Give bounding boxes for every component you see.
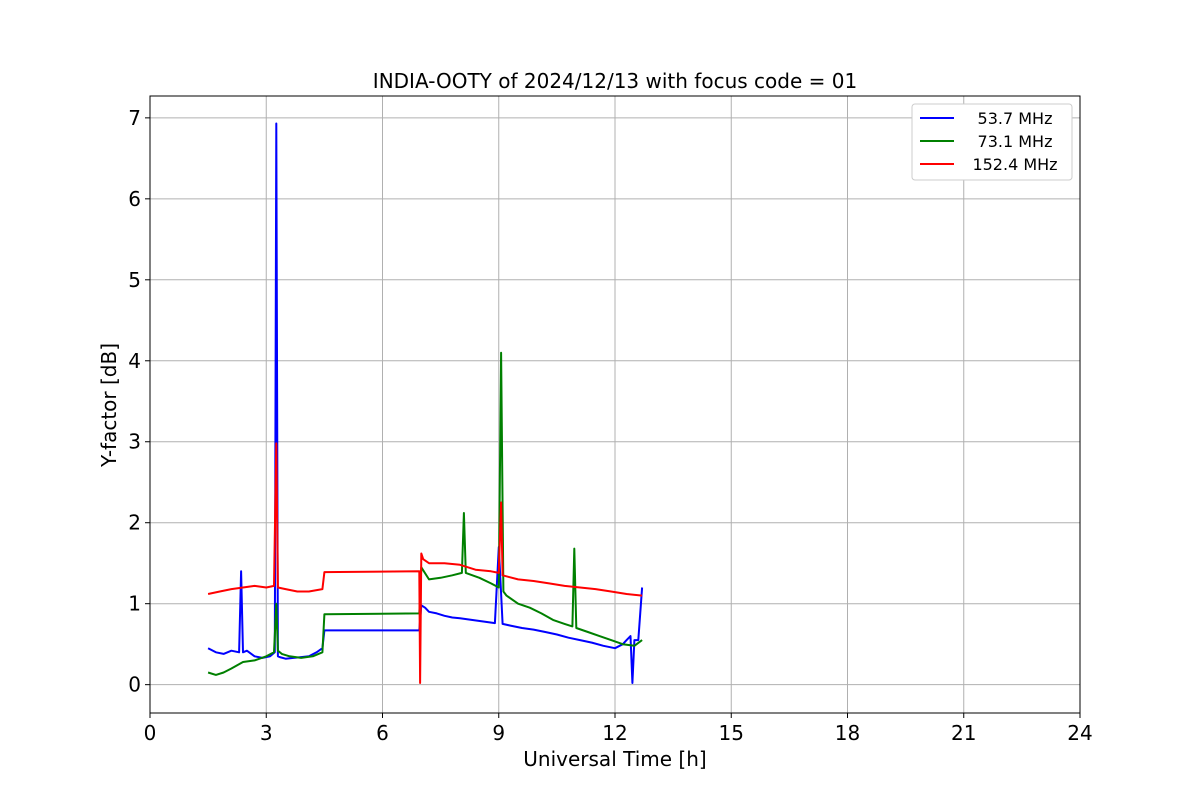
y-tick-label: 1 <box>128 592 141 616</box>
y-tick-label: 5 <box>128 268 141 292</box>
y-axis-label: Y-factor [dB] <box>97 343 121 468</box>
y-tick-label: 7 <box>128 106 141 130</box>
series-line-53-7-mhz <box>207 122 644 684</box>
x-tick-label: 0 <box>144 721 157 745</box>
series-line-73-1-mhz <box>207 351 643 676</box>
y-tick-label: 0 <box>128 673 141 697</box>
legend-label: 53.7 MHz <box>978 109 1053 128</box>
x-tick-label: 3 <box>260 721 273 745</box>
y-tick-label: 2 <box>128 511 141 535</box>
x-tick-label: 15 <box>719 721 744 745</box>
legend-label: 152.4 MHz <box>972 155 1057 174</box>
x-tick-label: 12 <box>602 721 627 745</box>
series-layer <box>207 122 644 684</box>
legend: 53.7 MHz 73.1 MHz 152.4 MHz <box>911 103 1073 181</box>
y-tick-label: 3 <box>128 430 141 454</box>
y-tick-label: 4 <box>128 349 141 373</box>
legend-box <box>911 103 1073 181</box>
x-tick-label: 18 <box>835 721 860 745</box>
y-tick-label: 6 <box>128 187 141 211</box>
legend-label: 73.1 MHz <box>978 132 1053 151</box>
series-line-152-4-mhz <box>207 442 643 684</box>
x-tick-label: 24 <box>1067 721 1092 745</box>
x-tick-label: 21 <box>951 721 976 745</box>
grid <box>149 96 1081 713</box>
x-tick-label: 9 <box>492 721 505 745</box>
chart-title: INDIA-OOTY of 2024/12/13 with focus code… <box>373 69 857 93</box>
x-tick-label: 6 <box>376 721 389 745</box>
x-axis-label: Universal Time [h] <box>523 747 706 771</box>
